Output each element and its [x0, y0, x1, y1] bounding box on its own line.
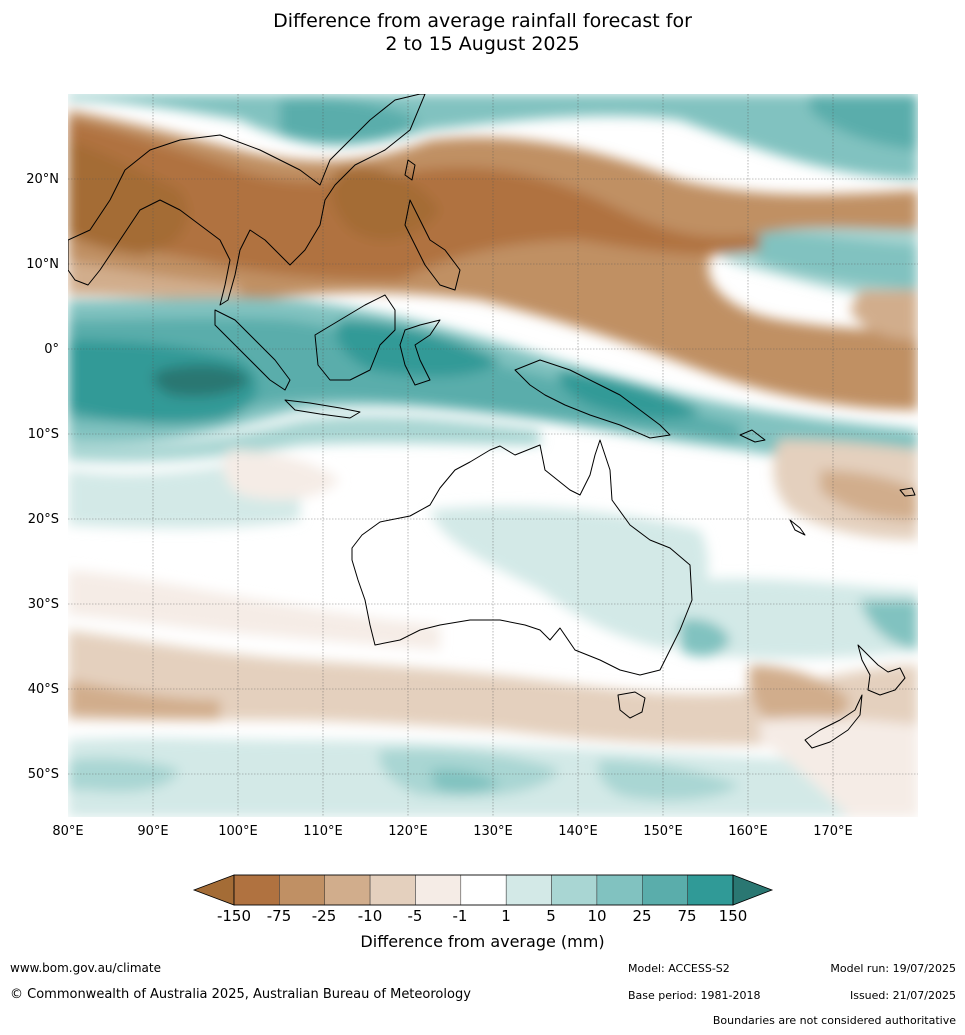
lon-label: 130°E [473, 824, 513, 839]
colorbar-segment [596, 874, 643, 906]
lon-label: 150°E [643, 824, 683, 839]
colorbar-segment [369, 874, 416, 906]
lon-label: 170°E [813, 824, 853, 839]
colorbar-segment [687, 874, 734, 906]
longitude-labels: 80°E 90°E 100°E 110°E 120°E 130°E 140°E … [52, 824, 852, 839]
lat-label: 20°S [28, 512, 59, 527]
copyright-text: © Commonwealth of Australia 2025, Austra… [10, 987, 471, 1002]
colorbar-segment [415, 874, 462, 906]
tasmania-coastline [617, 691, 646, 719]
title-line-1: Difference from average rainfall forecas… [273, 10, 692, 32]
colorbar-tick: -150 [217, 907, 251, 925]
lon-label: 110°E [303, 824, 343, 839]
colorbar-label: Difference from average (mm) [360, 932, 605, 951]
colorbar-ticks: -150 -75 -25 -10 -5 -1 1 5 10 25 75 150 [217, 907, 747, 925]
colorbar-segment [460, 874, 507, 906]
sumatra-coastline [214, 309, 291, 391]
colorbar-tick: -25 [312, 907, 337, 925]
coastlines [68, 94, 916, 749]
colorbar-extend-low [192, 874, 235, 906]
lon-label: 100°E [218, 824, 258, 839]
colorbar-tick: -5 [408, 907, 423, 925]
colorbar-segments [192, 874, 774, 906]
boundaries-note: Boundaries are not considered authoritat… [712, 1014, 956, 1027]
colorbar-segment [505, 874, 552, 906]
colorbar: -150 -75 -25 -10 -5 -1 1 5 10 25 75 150 [192, 874, 774, 925]
borneo-coastline [314, 294, 396, 381]
website-link[interactable]: www.bom.gov.au/climate [10, 961, 161, 975]
lon-label: 160°E [728, 824, 768, 839]
lat-label: 40°S [28, 682, 59, 697]
model-name: Model: ACCESS-S2 [628, 962, 730, 975]
lat-label: 0° [44, 342, 59, 357]
colorbar-tick: 25 [632, 907, 651, 925]
rainfall-map: 80°E 90°E 100°E 110°E 120°E 130°E 140°E … [26, 94, 918, 839]
model-run-date: Model run: 19/07/2025 [830, 962, 956, 975]
colorbar-tick: 5 [546, 907, 556, 925]
title-line-2: 2 to 15 August 2025 [385, 33, 580, 55]
colorbar-extend-high [732, 874, 774, 906]
lat-label: 30°S [28, 597, 59, 612]
anomaly-field [68, 94, 918, 817]
map-title: Difference from average rainfall forecas… [0, 10, 965, 56]
base-period: Base period: 1981-2018 [628, 989, 761, 1002]
australia-coastline [351, 439, 693, 676]
lat-label: 10°S [28, 427, 59, 442]
colorbar-border [233, 874, 734, 906]
new-guinea-coastline [514, 359, 671, 439]
colorbar-tick: -10 [358, 907, 383, 925]
colorbar-tick: -75 [267, 907, 292, 925]
colorbar-segment [233, 874, 280, 906]
graticule [68, 94, 918, 817]
colorbar-segment [279, 874, 325, 906]
colorbar-segment [551, 874, 598, 906]
lat-label: 50°S [28, 767, 59, 782]
lon-label: 140°E [558, 824, 598, 839]
new-zealand-coastline [857, 644, 906, 696]
colorbar-tick: 1 [501, 907, 511, 925]
lat-label: 10°N [26, 257, 59, 272]
issued-date: Issued: 21/07/2025 [849, 989, 956, 1002]
lon-label: 90°E [137, 824, 168, 839]
colorbar-segment [324, 874, 371, 906]
latitude-labels: 20°N 10°N 0° 10°S 20°S 30°S 40°S 50°S [26, 172, 59, 782]
colorbar-tick: 150 [719, 907, 748, 925]
colorbar-segment [642, 874, 688, 906]
lon-label: 80°E [52, 824, 83, 839]
colorbar-tick: -1 [453, 907, 468, 925]
colorbar-tick: 75 [677, 907, 696, 925]
lat-label: 20°N [26, 172, 59, 187]
lon-label: 120°E [388, 824, 428, 839]
colorbar-tick: 10 [587, 907, 606, 925]
